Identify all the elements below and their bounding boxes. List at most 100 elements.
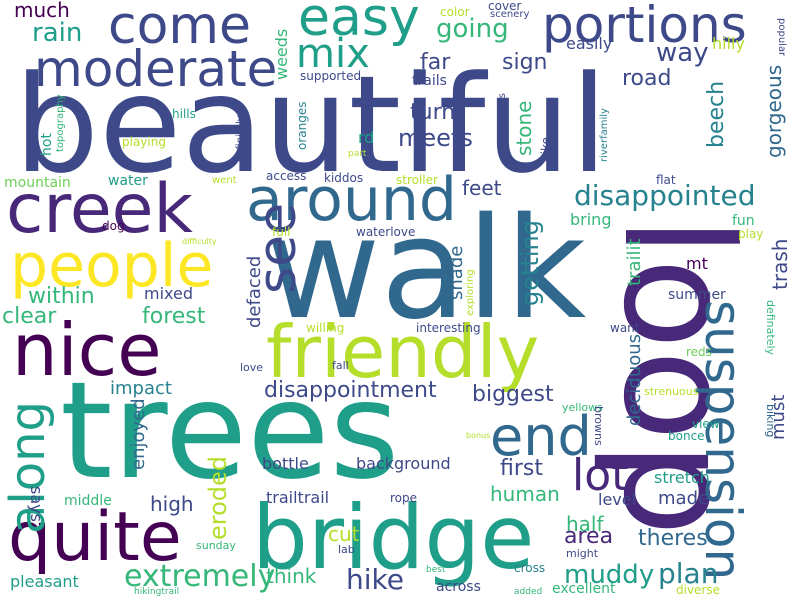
word-rd: rd: [358, 128, 375, 147]
word-playing: playing: [122, 135, 166, 149]
word-mountain: mountain: [4, 175, 71, 191]
word-shade: shade: [446, 245, 467, 300]
word-stroller: stroller: [396, 173, 438, 187]
word-friendly: friendly: [266, 310, 540, 394]
word-rain: rain: [32, 18, 83, 48]
word-want: want: [610, 321, 640, 335]
word-theres: theres: [638, 526, 708, 551]
word-bridge: bridge: [252, 486, 535, 589]
word-best: best: [426, 565, 446, 575]
word-people: people: [10, 231, 214, 301]
word-rope: rope: [390, 491, 418, 505]
word-definately: definately: [764, 300, 777, 356]
word-mix: mix: [296, 31, 370, 77]
word-went: went: [212, 175, 237, 186]
word-middle: middle: [64, 493, 112, 509]
word-hot: hot: [39, 133, 55, 156]
word-creek: creek: [6, 170, 193, 249]
word-hike: hike: [346, 563, 404, 596]
word-browns: browns: [592, 406, 605, 446]
word-hills: hills: [172, 107, 196, 121]
word-first: first: [500, 456, 543, 481]
word-love: love: [240, 361, 264, 374]
word-trees: trees: [60, 353, 400, 509]
word-exploring: exploring: [465, 269, 476, 316]
word-definitely: definitely: [235, 115, 246, 162]
word-popular: popular: [776, 18, 787, 57]
word-supported: supported: [300, 69, 362, 83]
word-extremely: extremely: [124, 559, 276, 594]
word-high: high: [150, 492, 194, 516]
word-going: going: [436, 14, 509, 44]
word-biking: biking: [764, 404, 777, 438]
word-across: across: [436, 579, 481, 595]
word-impact: impact: [110, 378, 172, 399]
word-flat: flat: [656, 173, 676, 187]
word-stone: stone: [512, 100, 536, 156]
word-beautiful: beautiful: [14, 47, 608, 203]
word-dog: dog: [102, 219, 125, 233]
word-level: level: [598, 490, 637, 509]
word-might: might: [566, 547, 599, 560]
word-play: play: [738, 227, 764, 241]
word-trailit: trailit: [624, 238, 645, 286]
word-sign: sign: [502, 50, 548, 75]
word-hikingtrail: hikingtrail: [134, 587, 180, 597]
word-around: around: [246, 165, 457, 235]
word-much: much: [14, 0, 70, 22]
word-cross: cross: [514, 561, 546, 575]
word-background: background: [356, 454, 451, 473]
word-excellent: excellent: [552, 581, 616, 597]
word-walk: walk: [266, 188, 587, 351]
word-bring: bring: [570, 210, 612, 229]
word-moderate: moderate: [34, 40, 278, 98]
word-come: come: [108, 0, 252, 56]
word-think: think: [266, 564, 317, 588]
word-portions: portions: [542, 0, 747, 54]
word-far: far: [420, 50, 451, 75]
word-way: way: [656, 38, 709, 68]
word-bonce: bonce: [668, 429, 705, 443]
word-easy: easy: [298, 0, 420, 48]
word-lab: lab: [338, 543, 355, 556]
word-says: says: [27, 486, 46, 522]
word-bike: bike: [539, 137, 553, 162]
word-bonus: bonus: [466, 431, 491, 440]
word-things: things: [497, 93, 508, 124]
word-kiddos: kiddos: [324, 171, 364, 185]
word-clear: clear: [2, 304, 57, 329]
word-view: view: [692, 417, 720, 431]
word-access: access: [266, 169, 307, 183]
word-meets: meets: [398, 124, 473, 152]
word-defaced: defaced: [244, 255, 265, 328]
word-part: part: [348, 149, 367, 159]
word-color: color: [440, 5, 470, 19]
word-summer: summer: [668, 287, 726, 303]
word-disappointment: disappointment: [264, 378, 437, 403]
word-human: human: [490, 482, 560, 506]
word-beech: beech: [704, 80, 729, 148]
word-added: added: [514, 587, 543, 597]
word-strenuous: strenuous: [644, 385, 699, 398]
word-deciduous: deciduous: [624, 333, 645, 426]
word-sunday: sunday: [196, 539, 236, 552]
word-fun: fun: [732, 213, 755, 229]
word-easily: easily: [566, 34, 613, 53]
word-muddy: muddy: [564, 560, 655, 590]
word-cover: cover: [488, 0, 522, 13]
word-made: made: [658, 488, 710, 509]
word-diverse: diverse: [676, 583, 721, 597]
word-riverfamily: riverfamily: [599, 108, 610, 162]
word-eroded: eroded: [204, 455, 232, 540]
word-gorgeous: gorgeous: [762, 64, 786, 158]
word-within: within: [28, 284, 95, 309]
word-cut: cut: [328, 522, 360, 546]
word-interesting: interesting: [416, 321, 481, 335]
word-getting: getting: [516, 220, 544, 306]
word-scenery: scenery: [490, 9, 530, 20]
word-biggest: biggest: [472, 382, 554, 407]
word-area: area: [564, 524, 614, 549]
word-waterlove: waterlove: [356, 225, 416, 239]
word-stretch: stretch: [654, 468, 710, 487]
